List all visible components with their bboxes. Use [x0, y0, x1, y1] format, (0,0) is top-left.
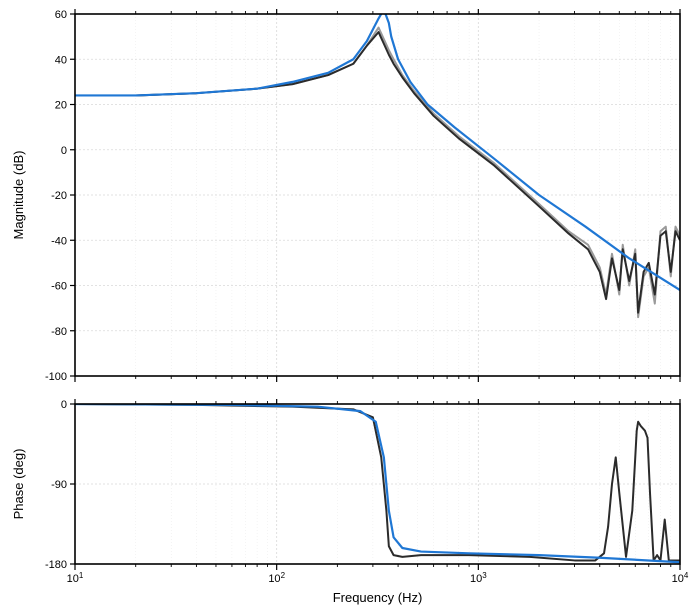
y-tick-label: 60 [55, 9, 67, 21]
y-tick-label: -180 [45, 559, 67, 571]
bode-plot-figure: -100 -80 -60 -40 -20 0 20 40 60 Magnitude (dB) -18… [0, 0, 700, 611]
phase-panel: -180 -90 0 101 102 103 104 Frequency (Hz) Phase … [11, 399, 689, 605]
y-tick-label: 0 [61, 399, 67, 411]
model-trace [75, 404, 680, 562]
y-axis-label: Phase (deg) [11, 449, 26, 520]
y-tick-label: -60 [51, 281, 67, 293]
x-axis-label: Frequency (Hz) [333, 590, 423, 605]
axes-box [75, 14, 680, 376]
y-tick-label: -40 [51, 235, 67, 247]
x-tick-label: 103 [470, 571, 487, 586]
measured-trace [75, 32, 680, 313]
y-tick-label: 0 [61, 145, 67, 157]
y-axis-label: Magnitude (dB) [11, 151, 26, 240]
x-tick-label: 102 [268, 571, 285, 586]
y-tick-label: -80 [51, 326, 67, 338]
y-tick-label: 20 [55, 100, 67, 112]
x-tick-label: 101 [67, 571, 84, 586]
y-tick-label: -90 [51, 479, 67, 491]
y-tick-label: 40 [55, 54, 67, 66]
measured-ghost-trace [75, 28, 680, 318]
y-tick-label: -100 [45, 371, 67, 383]
x-tick-label: 104 [672, 571, 689, 586]
y-tick-label: -20 [51, 190, 67, 202]
magnitude-panel: -100 -80 -60 -40 -20 0 20 40 60 Magnitude (dB) [11, 9, 680, 383]
